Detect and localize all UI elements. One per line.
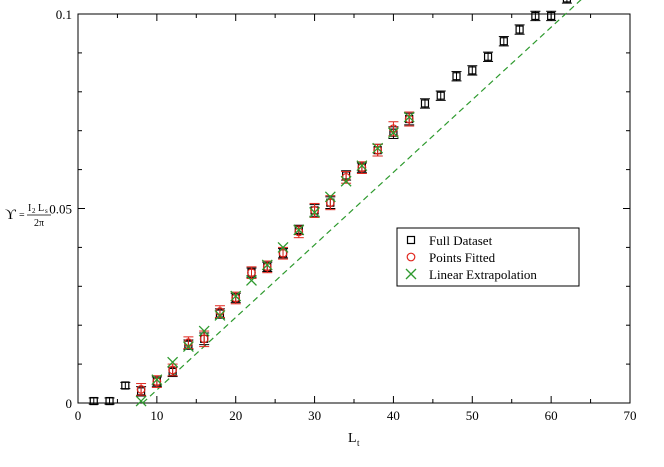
points-fitted-point [262,262,272,272]
linear-extrapolation-point-stroke [372,142,384,154]
x-tick-label: 40 [387,408,400,423]
legend-label-points-fitted: Points Fitted [429,250,496,265]
y-axis-symbol: ϒ [5,207,16,223]
full-dataset-point [562,0,572,3]
fit-line-group [142,0,582,404]
linear-extrapolation-point-stroke [403,111,415,123]
linear-extrapolation-point [324,191,336,203]
points-fitted-point [294,227,304,237]
linear-extrapolation-point [230,290,242,302]
points-fitted-point [152,377,162,387]
x-tick-label: 50 [466,408,479,423]
linear-extrapolation-point-stroke [246,275,257,286]
linear-extrapolation-point [356,160,368,172]
linear-extrapolation-point [261,259,273,271]
points-fitted-point [310,206,319,215]
linear-extrapolation-point-stroke [387,127,399,139]
x-tick-label: 70 [624,408,637,423]
full-dataset-point [499,37,508,46]
full-dataset-point [515,25,524,34]
linear-extrapolation-point-stroke [167,356,179,368]
points-fitted-point [404,114,414,124]
full-dataset-point [547,11,556,21]
linear-extrapolation-point-stroke [261,259,273,271]
linear-extrapolation-point-stroke [198,325,210,337]
linear-extrapolation-point-stroke [151,374,163,386]
full-dataset-point [121,381,130,390]
points-fitted-point [168,365,178,375]
linear-extrapolation-point [246,275,257,286]
linear-extrapolation-point-stroke [293,224,305,236]
full-dataset-point [89,396,98,406]
linear-extrapolation-point-stroke [309,206,321,218]
linear-extrapolation-point [151,374,163,386]
x-tick-label: 20 [229,408,242,423]
full-dataset-point [420,99,430,108]
x-axis-label: L [348,431,357,446]
y-axis-numerator-sub-2: s [45,207,48,215]
fit-line [142,0,582,404]
points-fitted-point [373,145,383,155]
full-dataset-point [436,91,445,100]
points-fitted-point [325,198,335,208]
points-fitted-point [231,293,241,303]
legend-marker-linear-extrapolation-stroke [405,268,417,280]
linear-extrapolation-point [309,206,321,218]
full-dataset-point [483,52,493,61]
legend-label-full-dataset: Full Dataset [429,233,493,248]
legend-marker-points-fitted [406,252,416,262]
x-axis-label-subscript: t [357,438,360,448]
y-tick-label: 0 [66,396,73,411]
points-fitted-point [357,163,367,173]
linear-extrapolation-point [372,142,384,154]
linear-extrapolation-point-stroke [340,175,352,187]
y-tick-label: 0.1 [56,7,72,22]
linear-extrapolation-point-stroke [135,395,147,407]
linear-extrapolation-point [214,310,226,321]
linear-extrapolation-point [135,395,147,407]
linear-extrapolation-point-stroke [230,290,242,302]
points-fitted-point [199,334,209,344]
y-axis-numerator-sub: 2 [32,207,36,215]
points-fitted-point [136,384,146,394]
y-axis-numerator-2: L [38,203,44,214]
y-axis-numerator: I [28,203,31,214]
full-dataset-point [531,11,540,21]
axes: 0 10 20 30 40 50 60 70 0 0.05 0.1 [49,7,636,423]
linear-extrapolation-point [277,241,289,253]
linear-extrapolation-point [403,111,415,123]
x-tick-label: 10 [150,408,163,423]
linear-extrapolation-point [182,341,194,353]
full-dataset-point [452,72,461,81]
linear-extrapolation-point [198,325,210,337]
legend: Full Dataset Points Fitted Linear Extrapol… [396,227,580,287]
y-tick-label: 0.05 [49,202,72,217]
linear-extrapolation-point [167,356,179,368]
legend-label-linear-extrapolation: Linear Extrapolation [429,267,537,282]
points-fitted-point [247,268,256,278]
linear-extrapolation-point [387,127,399,139]
linear-extrapolation-point-stroke [214,310,226,321]
linear-extrapolation-point [293,224,305,236]
legend-box [396,227,580,287]
linear-extrapolation-point-stroke [356,160,368,172]
linear-extrapolation-point [340,175,352,187]
legend-marker-linear-extrapolation [405,268,417,280]
x-tick-label: 60 [545,408,558,423]
linear-extrapolation-point-stroke [182,341,194,353]
linear-extrapolation-point-stroke [324,191,336,203]
legend-marker-full-dataset [406,235,416,245]
full-dataset-point [468,66,477,75]
data-marks [88,0,572,407]
linear-extrapolation-point-stroke [277,241,289,253]
full-dataset-point [105,396,114,406]
points-fitted-point [278,248,288,258]
x-tick-label: 30 [308,408,321,423]
y-axis-equals: = [19,210,25,221]
x-tick-label: 0 [75,408,82,423]
y-axis-denominator: 2π [34,218,44,229]
